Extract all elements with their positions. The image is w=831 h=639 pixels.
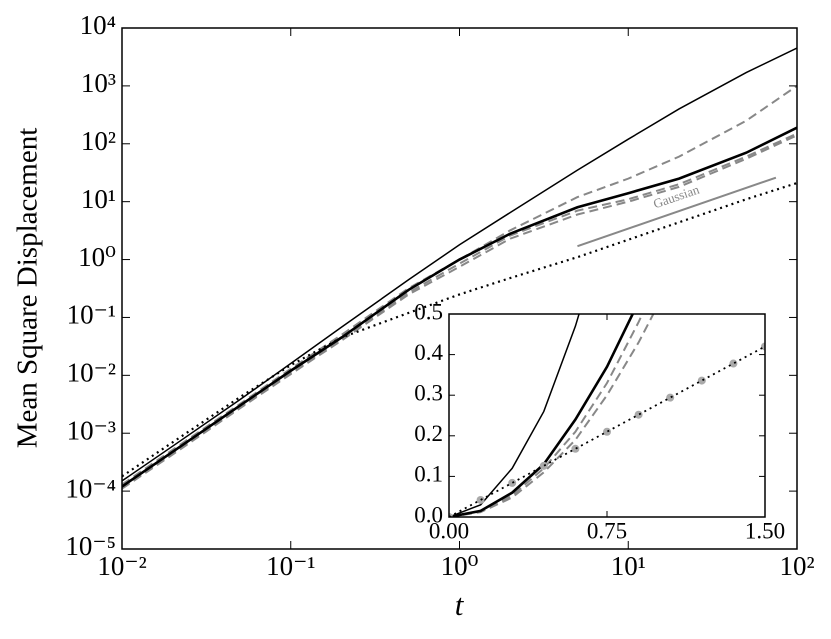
- x-axis-label: t: [455, 587, 465, 622]
- y-tick-label: 10²: [81, 126, 116, 156]
- data-point: [603, 427, 611, 436]
- y-tick-label: 10⁻²: [67, 358, 116, 388]
- y-tick-label: 10⁻¹: [67, 300, 116, 330]
- y-tick-label: 10⁻⁴: [65, 473, 116, 503]
- series-line: [122, 181, 797, 478]
- x-tick-label: 10⁻²: [97, 551, 146, 581]
- data-point: [476, 495, 485, 504]
- x-tick-label: 10²: [779, 551, 814, 581]
- x-tick-label: 0.00: [429, 518, 469, 543]
- x-tick-label: 10¹: [611, 551, 646, 581]
- data-point: [697, 376, 706, 385]
- y-tick-label: 0.0: [414, 502, 443, 527]
- y-tick-label: 0.5: [414, 299, 443, 324]
- x-tick-label: 10⁰: [441, 551, 479, 581]
- y-tick-label: 10¹: [81, 184, 116, 214]
- data-point: [729, 359, 738, 368]
- data-point: [508, 478, 517, 487]
- data-point: [666, 393, 675, 402]
- annotation-line: [577, 176, 777, 248]
- series-line: [122, 47, 797, 482]
- plot-background: [449, 314, 765, 517]
- plot-frame: [121, 27, 798, 550]
- plot-area: [449, 314, 765, 517]
- series-line: [449, 314, 580, 517]
- y-tick-label: 10⁴: [80, 10, 116, 40]
- series-line: [449, 314, 644, 517]
- series-line: [122, 134, 797, 490]
- y-tick-label: 0.3: [414, 380, 443, 405]
- y-tick-label: 0.4: [414, 340, 443, 365]
- y-axis-label: Mean Square Displacement: [12, 128, 44, 449]
- x-tick-label: 10⁻¹: [266, 551, 315, 581]
- data-point: [571, 444, 580, 453]
- x-tick-label: 1.50: [745, 518, 785, 543]
- plot-frame: [448, 313, 766, 518]
- y-tick-label: 10³: [81, 68, 116, 98]
- data-point: [634, 410, 643, 419]
- y-tick-label: 0.2: [414, 421, 443, 446]
- series-line: [122, 126, 797, 488]
- x-tick-label: 0.75: [587, 518, 627, 543]
- y-tick-label: 10⁰: [78, 242, 116, 272]
- series-line: [449, 314, 655, 517]
- y-tick-label: 10⁻⁵: [65, 531, 116, 561]
- data-point: [539, 461, 548, 470]
- y-tick-label: 10⁻³: [67, 415, 116, 445]
- plot-area: [122, 47, 797, 490]
- y-tick-label: 0.1: [414, 462, 443, 487]
- series-line: [122, 85, 797, 486]
